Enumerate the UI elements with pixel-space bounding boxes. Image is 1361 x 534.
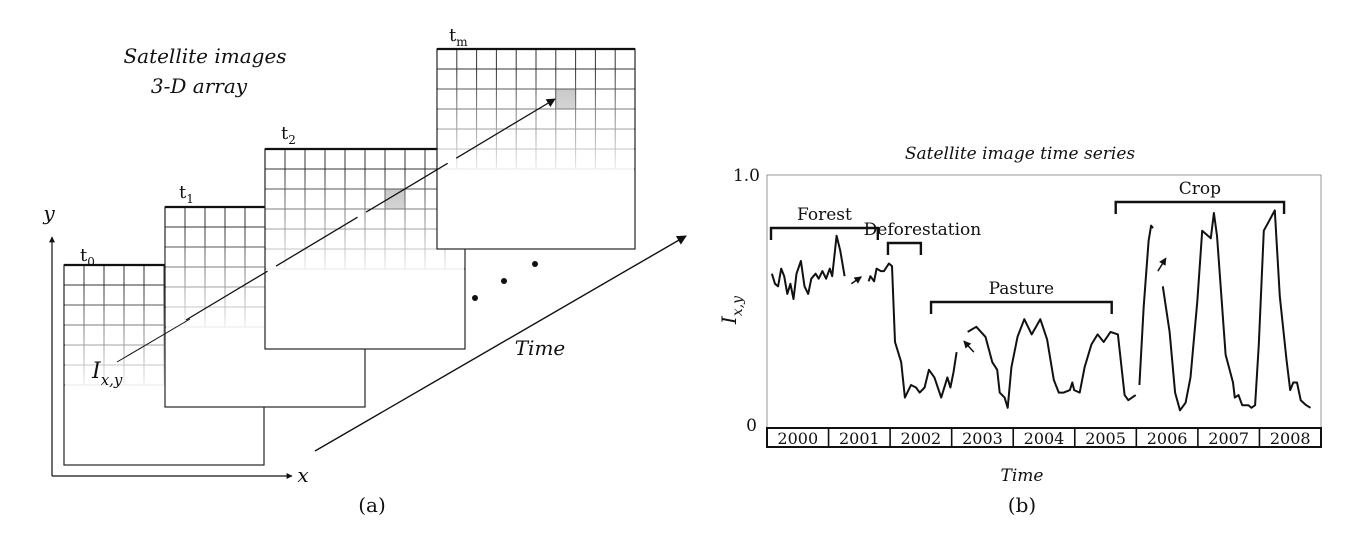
chart-marks: 2000 2001 2002 2003 2004 2005 2006 2007 2008 Fore…	[766, 179, 1322, 448]
year-label: 2000	[777, 429, 818, 448]
year-label: 2008	[1270, 429, 1311, 448]
phase-label: Deforestation	[864, 220, 982, 240]
series-line	[867, 262, 958, 399]
caption-b: (b)	[1008, 493, 1036, 517]
year-label: 2006	[1147, 429, 1188, 448]
year-label: 2007	[1208, 429, 1249, 448]
caption-a: (a)	[358, 493, 386, 517]
series-line	[1161, 209, 1312, 412]
year-strip	[766, 427, 1322, 448]
y-tick-zero: 0	[746, 416, 757, 436]
phase-label: Pasture	[989, 279, 1055, 299]
image-frames	[63, 47, 636, 466]
chart-title: Satellite image time series	[905, 144, 1136, 164]
time-arrow	[314, 235, 687, 452]
phase-bracket	[886, 241, 923, 255]
pixel-leader-line	[116, 318, 191, 363]
ellipsis-dot	[472, 295, 478, 301]
series-line	[967, 318, 1137, 409]
annotation-arrow	[1157, 257, 1167, 272]
frame-label-tm: tm	[449, 25, 468, 49]
panel-a-title-line1: Satellite images	[123, 44, 286, 68]
phase-bracket	[1114, 200, 1286, 214]
annotation-arrow	[850, 276, 862, 285]
annotation-arrow	[963, 340, 975, 353]
image-frame	[264, 147, 466, 350]
y-axis-title: Ix,y	[717, 295, 746, 325]
year-label: 2003	[962, 429, 1003, 448]
x-axis-label: x	[297, 463, 308, 487]
x-axis-title: Time	[1001, 466, 1044, 486]
series-line	[770, 234, 846, 300]
panel-b-time-series-chart: Satellite image time series 1.0 0 Ix,y T…	[717, 144, 1322, 517]
ellipsis-dot	[532, 261, 538, 267]
pixel-time-arrow	[185, 98, 556, 321]
frame-label-t1: t1	[179, 182, 194, 206]
ellipsis-dot	[501, 278, 507, 284]
panel-a-title-line2: 3-D array	[151, 74, 248, 98]
y-tick-max: 1.0	[733, 166, 760, 186]
panel-a-satellite-array: Satellite images 3-D array y x t0 t1 t2 …	[42, 25, 687, 517]
year-label: 2005	[1085, 429, 1126, 448]
year-label: 2001	[839, 429, 880, 448]
phase-label: Forest	[797, 205, 852, 225]
frame-label-t2: t2	[281, 123, 296, 147]
year-label: 2002	[901, 429, 942, 448]
pixel-label: Ix,y	[91, 359, 123, 389]
time-label: Time	[515, 336, 566, 360]
frame-label-t0: t0	[80, 245, 95, 269]
image-frame	[436, 47, 636, 250]
phase-bracket	[929, 300, 1113, 314]
year-label: 2004	[1024, 429, 1065, 448]
phase-label: Crop	[1179, 179, 1221, 199]
y-axis-label: y	[42, 201, 55, 225]
phase-bracket	[769, 226, 879, 240]
series-line	[1138, 224, 1154, 386]
